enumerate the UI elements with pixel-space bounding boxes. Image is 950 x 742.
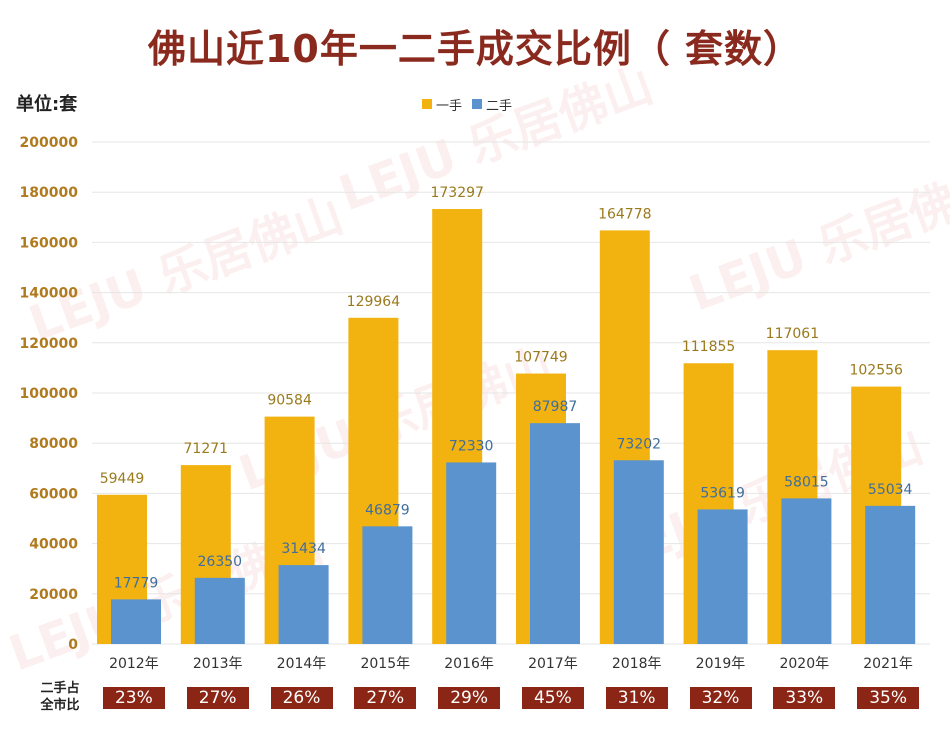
- data-label-first-hand: 117061: [766, 326, 819, 342]
- data-label-second-hand: 46879: [365, 502, 410, 518]
- legend-item-second-hand: 二手: [472, 95, 512, 114]
- legend: 一手 二手: [422, 95, 512, 114]
- second-hand-share-badge: 26%: [270, 687, 333, 709]
- bar-second-hand: [194, 577, 245, 644]
- bar-second-hand: [697, 509, 748, 644]
- second-hand-share-badge: 23%: [102, 687, 165, 709]
- y-tick-label: 60000: [29, 486, 78, 502]
- bar-second-hand: [781, 498, 832, 644]
- data-label-second-hand: 72330: [449, 438, 494, 454]
- x-tick-label: 2016年: [444, 656, 494, 672]
- second-hand-share-badge: 31%: [605, 687, 668, 709]
- legend-swatch-second-hand: [472, 99, 483, 109]
- second-hand-share-badge: 33%: [773, 687, 836, 709]
- data-label-first-hand: 164778: [598, 206, 651, 222]
- legend-label-first-hand: 一手: [436, 98, 463, 114]
- legend-label-second-hand: 二手: [486, 98, 513, 114]
- y-tick-label: 80000: [29, 436, 78, 452]
- unit-label: 单位:套: [16, 94, 78, 115]
- second-hand-share-badge: 45%: [521, 687, 584, 709]
- data-label-second-hand: 31434: [281, 541, 326, 557]
- x-tick-label: 2014年: [277, 656, 327, 672]
- data-label-first-hand: 173297: [430, 185, 483, 201]
- y-tick-label: 40000: [29, 537, 78, 553]
- y-tick-label: 20000: [29, 587, 78, 603]
- data-label-first-hand: 129964: [347, 294, 401, 310]
- data-label-first-hand: 90584: [267, 393, 312, 409]
- x-tick-label: 2021年: [863, 656, 913, 672]
- second-hand-share-badge: 29%: [438, 687, 501, 709]
- x-tick-label: 2015年: [360, 656, 410, 672]
- second-hand-share-badge: 27%: [354, 687, 417, 709]
- data-label-second-hand: 53619: [700, 485, 745, 501]
- data-label-first-hand: 102556: [849, 363, 903, 379]
- bar-second-hand: [446, 462, 497, 644]
- ratio-row-label: 二手占 全市比: [34, 680, 86, 714]
- bar-second-hand: [111, 599, 161, 644]
- y-tick-label: 140000: [20, 286, 79, 302]
- second-hand-share-badge: 32%: [689, 687, 752, 709]
- y-tick-label: 0: [68, 637, 78, 653]
- data-label-second-hand: 17779: [114, 575, 159, 591]
- data-label-first-hand: 107749: [514, 350, 567, 366]
- bar-second-hand: [530, 423, 580, 644]
- second-hand-share-badge: 35%: [857, 687, 920, 709]
- ratio-row-label-line2: 全市比: [40, 698, 80, 713]
- bar-second-hand: [278, 565, 329, 644]
- data-label-second-hand: 58015: [784, 474, 829, 490]
- data-label-second-hand: 26350: [198, 554, 243, 570]
- y-tick-label: 120000: [20, 336, 79, 352]
- y-tick-label: 200000: [20, 135, 79, 151]
- legend-swatch-first-hand: [422, 99, 432, 109]
- data-label-second-hand: 55034: [868, 482, 913, 498]
- data-label-first-hand: 59449: [100, 471, 145, 487]
- data-label-second-hand: 87987: [533, 399, 578, 415]
- y-tick-label: 100000: [20, 386, 79, 402]
- data-label-first-hand: 111855: [682, 339, 735, 355]
- data-label-first-hand: 71271: [184, 441, 229, 457]
- bar-second-hand: [865, 505, 916, 644]
- x-tick-label: 2020年: [779, 656, 829, 672]
- y-tick-label: 160000: [20, 235, 79, 251]
- second-hand-share-badge: 27%: [186, 687, 249, 709]
- bar-second-hand: [362, 526, 413, 644]
- y-tick-label: 180000: [20, 185, 79, 201]
- chart-title: 佛山近10年一二手成交比例（ 套数）: [147, 27, 803, 71]
- data-label-second-hand: 73202: [617, 436, 662, 452]
- x-tick-label: 2017年: [528, 656, 578, 672]
- bar-second-hand: [613, 460, 664, 644]
- x-tick-label: 2018年: [612, 656, 662, 672]
- legend-item-first-hand: 一手: [422, 95, 462, 114]
- x-tick-label: 2019年: [696, 656, 746, 672]
- x-tick-label: 2013年: [193, 656, 243, 672]
- x-tick-label: 2012年: [109, 656, 159, 672]
- ratio-row-label-line1: 二手占: [40, 681, 80, 696]
